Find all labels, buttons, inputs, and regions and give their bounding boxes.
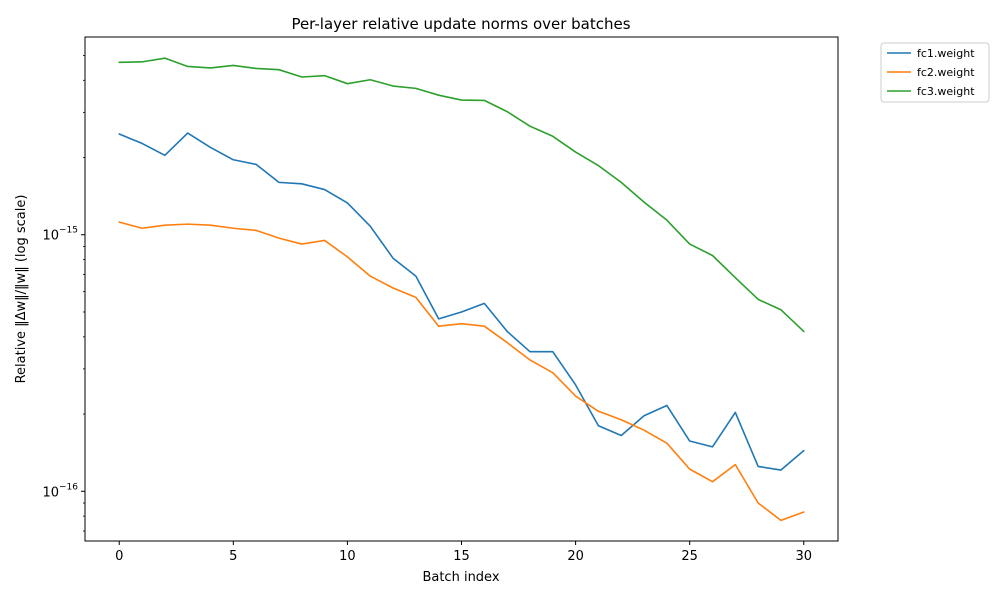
x-axis-label: Batch index <box>422 570 499 585</box>
x-tick-label: 0 <box>115 549 123 564</box>
legend-label: fc2.weight <box>917 66 975 79</box>
legend-label: fc3.weight <box>917 85 975 98</box>
y-tick-label: 10−15 <box>42 226 78 244</box>
x-axis: 0 5 10 15 20 25 30 <box>115 541 812 564</box>
x-tick-label: 10 <box>339 549 356 564</box>
x-tick-label: 20 <box>567 549 584 564</box>
y-axis-label: Relative ‖Δw‖/‖w‖ (log scale) <box>14 195 29 384</box>
x-tick-label: 5 <box>229 549 237 564</box>
legend-box <box>880 42 990 103</box>
legend-label: fc1.weight <box>917 47 975 60</box>
x-tick-label: 25 <box>681 549 698 564</box>
y-tick-label: 10−16 <box>42 482 78 500</box>
series-line-fc3-weight <box>118 57 805 333</box>
series-line-fc2-weight <box>118 221 805 522</box>
legend: fc1.weight fc2.weight fc3.weight <box>880 42 990 103</box>
x-tick-label: 30 <box>795 549 812 564</box>
series-layer <box>118 57 805 522</box>
series-line-fc1-weight <box>118 132 805 471</box>
chart-title: Per-layer relative update norms over bat… <box>291 15 630 33</box>
y-axis: 10−15 10−16 <box>42 55 85 532</box>
x-tick-label: 15 <box>453 549 470 564</box>
